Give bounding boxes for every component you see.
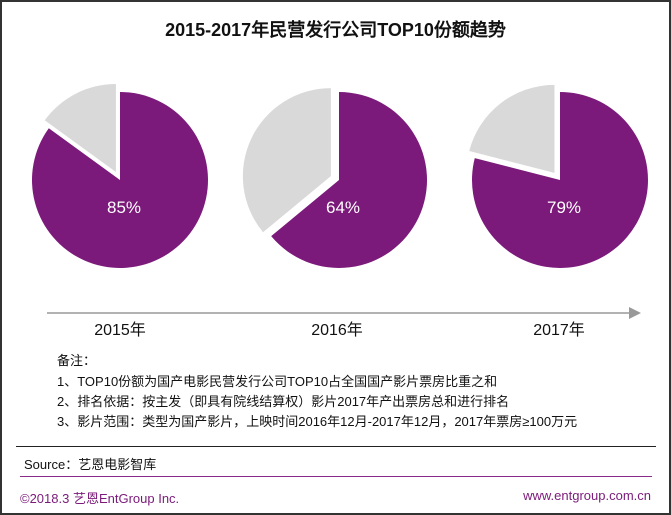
pie-value-label: 85%	[107, 198, 141, 217]
chart-title: 2015-2017年民营发行公司TOP10份额趋势	[165, 20, 506, 40]
year-label-2017: 2017年	[533, 322, 585, 339]
copyright: ©2018.3 艺恩EntGroup Inc.	[20, 491, 180, 506]
note-1: 1、TOP10份额为国产电影民营发行公司TOP10占全国国产影片票房比重之和	[57, 374, 498, 389]
pie-charts: 85% 64% 79%	[31, 83, 649, 319]
note-2: 2、排名依据：按主发（即具有院线结算权）影片2017年产出票房总和进行排名	[57, 394, 510, 409]
note-3: 3、影片范围：类型为国产影片，上映时间2016年12月-2017年12月，201…	[57, 414, 578, 429]
pie-slice-rest-2015年	[44, 83, 116, 172]
divider	[16, 446, 656, 447]
source-text: Source：艺恩电影智库	[24, 457, 157, 472]
year-label-2015: 2015年	[94, 322, 146, 339]
notes-heading: 备注：	[57, 353, 97, 368]
website-link[interactable]: www.entgroup.com.cn	[523, 488, 651, 503]
year-label-2016: 2016年	[311, 322, 363, 339]
pie-slice-share-2015年	[31, 92, 208, 268]
pie-slice-rest-2017年	[469, 84, 555, 173]
pie-value-label: 64%	[326, 198, 360, 217]
pie-slice-rest-2016年	[242, 88, 331, 233]
pie-value-label: 79%	[547, 198, 581, 217]
pie-slice-share-2016年	[271, 92, 427, 269]
footer-divider	[20, 476, 652, 477]
pie-slice-share-2017年	[472, 92, 649, 268]
